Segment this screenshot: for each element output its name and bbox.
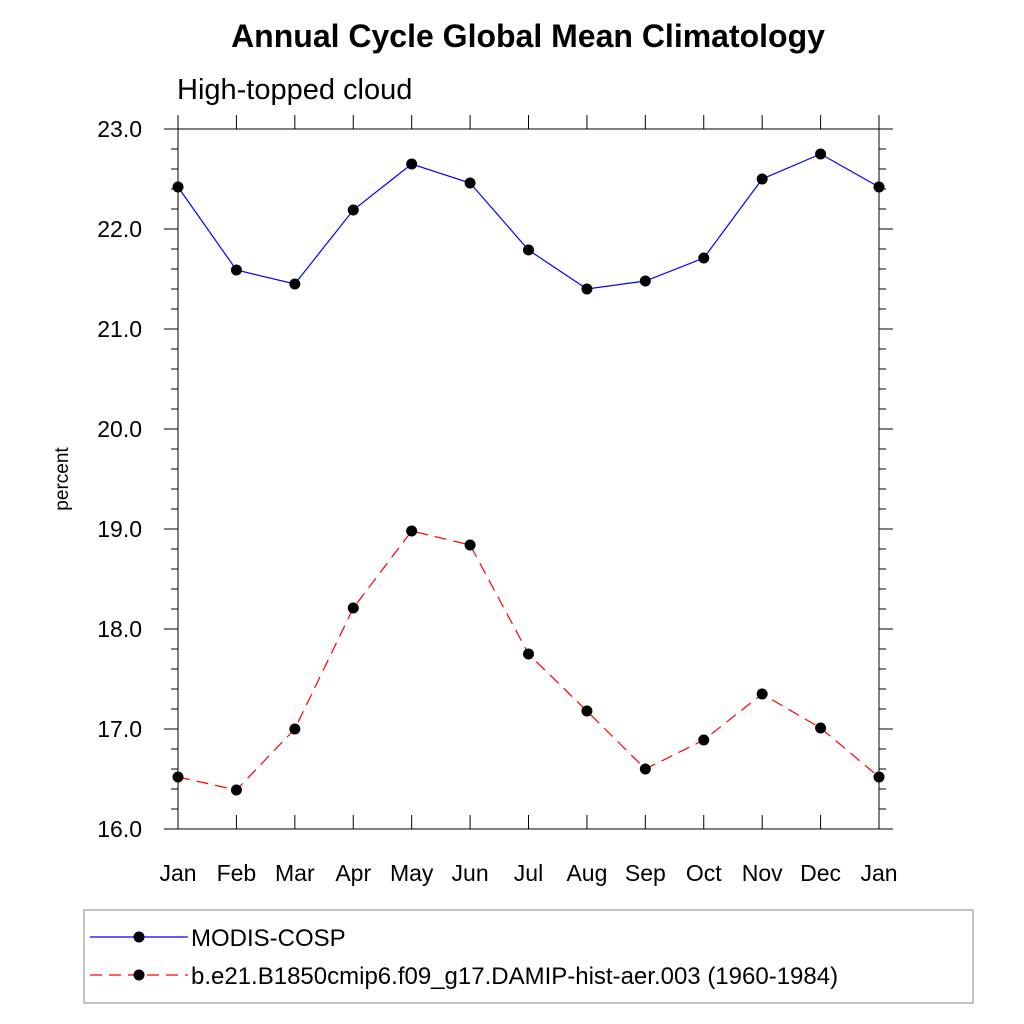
- data-point-series-0: [523, 244, 534, 256]
- x-tick-label: Oct: [686, 860, 722, 886]
- chart-subtitle: High-topped cloud: [177, 74, 412, 106]
- axes-group: Jan Feb Mar Apr May Jun Jul Aug Sep Oct Nov Dec Jan 1…: [97, 115, 898, 886]
- x-tick-label: Sep: [625, 860, 666, 886]
- data-point-series-1: [639, 763, 651, 775]
- data-point-series-1: [289, 723, 301, 735]
- data-point-series-0: [639, 275, 651, 287]
- data-point-series-0: [698, 252, 710, 264]
- data-point-series-1: [815, 722, 827, 734]
- data-point-series-0: [172, 181, 184, 193]
- series-group: [172, 148, 885, 796]
- data-point-series-1: [698, 734, 710, 746]
- series-line-0: [177, 153, 880, 290]
- data-point-series-0: [873, 181, 885, 193]
- data-point-series-1: [523, 648, 534, 660]
- y-tick-label: 18.0: [97, 616, 142, 642]
- data-point-series-1: [873, 771, 885, 783]
- x-tick-label: Jun: [452, 860, 489, 886]
- x-tick-label: Jan: [860, 860, 897, 886]
- legend-label-model-run: b.e21.B1850cmip6.f09_g17.DAMIP-hist-aer.…: [191, 963, 838, 990]
- data-point-series-1: [756, 688, 768, 700]
- data-point-series-0: [756, 173, 768, 185]
- x-tick-label: May: [390, 860, 434, 886]
- data-point-series-1: [172, 771, 184, 783]
- legend-marker-model-run: [133, 969, 145, 981]
- data-point-series-1: [406, 525, 418, 537]
- x-tick-label: Aug: [566, 860, 607, 886]
- data-point-series-1: [464, 539, 476, 551]
- y-tick-label: 19.0: [97, 516, 142, 542]
- data-point-series-0: [289, 278, 301, 290]
- series-line-1: [177, 530, 880, 791]
- x-tick-label: Jul: [514, 860, 543, 886]
- y-tick-label: 20.0: [97, 416, 142, 442]
- x-tick-label: Dec: [800, 860, 841, 886]
- legend-marker-modis-cosp: [133, 931, 145, 943]
- legend-label-modis-cosp: MODIS-COSP: [191, 925, 346, 952]
- data-point-series-0: [347, 204, 359, 216]
- y-tick-label: 16.0: [97, 816, 142, 842]
- data-point-series-1: [230, 784, 242, 796]
- y-tick-label: 22.0: [97, 216, 142, 242]
- y-tick-label: 17.0: [97, 716, 142, 742]
- data-point-series-1: [347, 602, 359, 614]
- y-axis-label: percent: [52, 447, 73, 511]
- data-point-series-0: [230, 264, 242, 276]
- y-tick-label: 23.0: [97, 116, 142, 142]
- x-tick-label: Mar: [275, 860, 315, 886]
- y-tick-label: 21.0: [97, 316, 142, 342]
- x-tick-label: Apr: [335, 860, 371, 886]
- data-point-series-1: [581, 705, 593, 717]
- chart-title: Annual Cycle Global Mean Climatology: [231, 18, 825, 54]
- data-point-series-0: [581, 283, 593, 295]
- x-tick-label: Jan: [159, 860, 196, 886]
- data-point-series-0: [815, 148, 827, 160]
- data-point-series-0: [464, 177, 476, 189]
- x-tick-label: Nov: [742, 860, 783, 886]
- legend-box: [83, 909, 974, 1004]
- x-tick-label: Feb: [217, 860, 257, 886]
- legend: MODIS-COSP b.e21.B1850cmip6.f09_g17.DAMI…: [90, 925, 838, 990]
- data-point-series-0: [406, 158, 418, 170]
